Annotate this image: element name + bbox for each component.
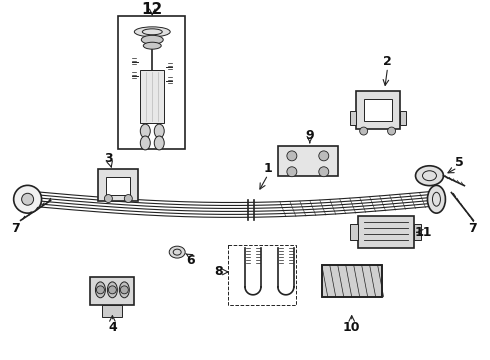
Text: 8: 8 <box>214 265 222 279</box>
Ellipse shape <box>140 124 150 138</box>
Text: 4: 4 <box>108 321 117 334</box>
Circle shape <box>104 194 112 203</box>
Bar <box>278 146 338 176</box>
Circle shape <box>22 193 34 205</box>
Bar <box>356 91 399 129</box>
Ellipse shape <box>107 282 118 298</box>
Ellipse shape <box>154 136 164 150</box>
Bar <box>98 169 138 201</box>
Ellipse shape <box>96 282 105 298</box>
Circle shape <box>124 194 132 203</box>
Ellipse shape <box>416 166 443 186</box>
Text: 1: 1 <box>264 162 272 175</box>
Bar <box>322 265 382 297</box>
Text: 11: 11 <box>415 226 432 239</box>
Circle shape <box>319 151 329 161</box>
Bar <box>91 277 134 305</box>
Ellipse shape <box>169 246 185 258</box>
Bar <box>350 111 356 125</box>
Ellipse shape <box>120 282 129 298</box>
Bar <box>106 177 130 194</box>
Circle shape <box>108 286 116 294</box>
Text: 2: 2 <box>383 55 392 68</box>
Text: 10: 10 <box>343 321 361 334</box>
Circle shape <box>287 167 297 177</box>
Text: 7: 7 <box>11 222 20 235</box>
Bar <box>414 224 421 240</box>
Circle shape <box>121 286 128 294</box>
Circle shape <box>287 151 297 161</box>
Bar <box>358 216 414 248</box>
Text: 6: 6 <box>186 253 195 266</box>
Text: 5: 5 <box>455 156 464 169</box>
Text: 7: 7 <box>468 222 477 235</box>
Ellipse shape <box>134 27 170 37</box>
Bar <box>228 245 296 305</box>
Ellipse shape <box>143 42 161 49</box>
Bar <box>322 265 382 297</box>
Circle shape <box>14 185 42 213</box>
Bar <box>350 224 358 240</box>
Ellipse shape <box>154 124 164 138</box>
Bar <box>140 69 164 123</box>
Text: 9: 9 <box>305 129 314 141</box>
Circle shape <box>360 127 368 135</box>
Bar <box>399 111 406 125</box>
Ellipse shape <box>427 185 445 213</box>
Bar <box>364 99 392 121</box>
Text: 3: 3 <box>104 152 113 165</box>
Circle shape <box>319 167 329 177</box>
Text: 12: 12 <box>142 3 163 18</box>
Circle shape <box>388 127 395 135</box>
Ellipse shape <box>141 35 163 44</box>
Bar <box>119 16 185 149</box>
Circle shape <box>97 286 104 294</box>
Bar <box>102 305 122 317</box>
Ellipse shape <box>140 136 150 150</box>
